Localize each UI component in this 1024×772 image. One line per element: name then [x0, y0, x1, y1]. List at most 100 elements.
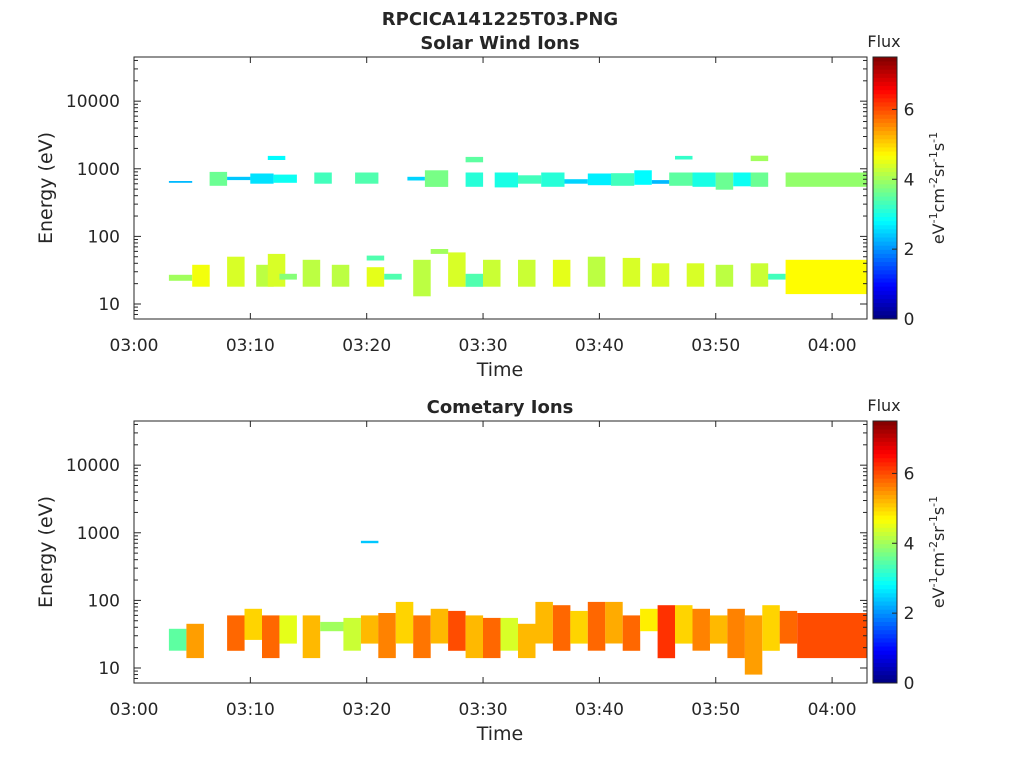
colorbar-segment: [873, 592, 897, 598]
flux-cell: [279, 273, 297, 280]
x-tick-label: 04:00: [808, 336, 857, 356]
flux-cell: [378, 613, 396, 659]
flux-cell: [483, 259, 501, 287]
colorbar-segment: [873, 453, 897, 459]
x-tick-label: 03:10: [226, 700, 275, 720]
flux-cell: [785, 172, 867, 187]
colorbar-segment: [873, 61, 897, 66]
colorbar-segment: [873, 527, 897, 532]
flux-cell: [424, 170, 449, 187]
x-tick-label: 03:20: [342, 700, 391, 720]
flux-cell: [587, 601, 606, 651]
colorbar-segment: [873, 650, 897, 655]
colorbar-segment: [873, 118, 897, 123]
flux-cell: [785, 259, 867, 295]
flux-cell: [302, 615, 321, 659]
colorbar-segment: [873, 282, 897, 287]
flux-cell: [250, 173, 274, 184]
y-tick-label: 10000: [66, 456, 120, 476]
colorbar-frame: [872, 420, 898, 684]
colorbar-segment: [873, 130, 897, 136]
colorbar-segment: [873, 523, 897, 528]
colorbar-segment: [873, 654, 897, 659]
flux-cell: [465, 273, 484, 287]
colorbar-segment: [873, 126, 897, 132]
colorbar-segment: [873, 89, 897, 95]
colorbar-segment: [873, 511, 897, 516]
colorbar-segment: [873, 584, 897, 590]
colorbar-segment: [873, 249, 897, 254]
flux-cell: [262, 615, 280, 659]
x-tick-label: 03:00: [110, 336, 159, 356]
colorbar-segment: [873, 73, 897, 78]
flux-cell: [320, 621, 344, 632]
flux-cell: [227, 256, 245, 287]
colorbar-segment: [873, 241, 897, 246]
flux-cell: [634, 170, 652, 185]
x-tick-label: 03:30: [459, 700, 508, 720]
flux-cell: [465, 615, 484, 659]
flux-cell: [209, 171, 228, 186]
flux-cell: [750, 172, 769, 187]
colorbar-segment: [873, 134, 897, 140]
colorbar-title: Flux: [867, 396, 900, 415]
flux-cell: [448, 252, 466, 287]
colorbar-segment: [873, 298, 897, 304]
flux-cell: [360, 540, 379, 544]
flux-cell: [279, 615, 297, 644]
colorbar-segment: [873, 494, 897, 500]
colorbar-segment: [873, 490, 897, 496]
colorbar-segment: [873, 646, 897, 651]
colorbar-segment: [873, 633, 897, 639]
flux-cell: [535, 601, 553, 644]
colorbar-segment: [873, 192, 897, 197]
flux-cell: [267, 155, 286, 160]
colorbar-segment: [873, 151, 897, 156]
colorbar-segment: [873, 482, 897, 487]
x-tick-label: 03:50: [691, 336, 740, 356]
axes: 03:00 03:10 03:20 03:30 03:40 03:50 04:00 10 100…: [66, 421, 867, 720]
colorbar-tick-label: 6: [904, 464, 915, 484]
colorbar-segment: [873, 678, 897, 684]
colorbar-segment: [873, 269, 897, 275]
colorbar-segment: [873, 159, 897, 164]
colorbar-segment: [873, 294, 897, 299]
figure-title: RPCICA141225T03.PNG: [382, 9, 618, 30]
colorbar-segment: [873, 519, 897, 524]
colorbar-segment: [873, 568, 897, 573]
colorbar-segment: [873, 580, 897, 586]
flux-cell: [314, 172, 332, 184]
colorbar-segment: [873, 138, 897, 144]
colorbar-segment: [873, 196, 897, 201]
flux-cell: [518, 175, 542, 184]
colorbar-segment: [873, 245, 897, 250]
flux-cell: [465, 156, 484, 163]
flux-cell: [564, 179, 588, 184]
x-tick-label: 03:10: [226, 336, 275, 356]
x-axis-label: Time: [476, 723, 524, 745]
colorbar-segment: [873, 183, 897, 189]
colorbar-segment: [873, 208, 897, 213]
flux-cell: [675, 605, 693, 644]
flux-cell: [744, 615, 763, 675]
y-tick-label: 1000: [77, 160, 120, 180]
flux-cell: [622, 257, 641, 287]
colorbar-segment: [873, 552, 897, 557]
colorbar-title: Flux: [867, 32, 900, 51]
flux-cell: [640, 608, 658, 632]
flux-cell: [657, 605, 676, 659]
plot-frame: [133, 420, 868, 684]
colorbar-segment: [873, 97, 897, 103]
colorbar-units: eV-1cm-2sr-1s-1: [927, 496, 948, 608]
colorbar-segment: [873, 142, 897, 148]
colorbar-segment: [873, 220, 897, 226]
colorbar-segment: [873, 597, 897, 602]
colorbar-segment: [873, 228, 897, 234]
flux-cell: [692, 172, 716, 187]
flux-cell: [587, 256, 606, 287]
colorbar-segment: [873, 588, 897, 594]
colorbar-segment: [873, 576, 897, 582]
colorbar-segment: [873, 642, 897, 647]
colorbar-tick-label: 4: [904, 534, 915, 554]
flux-cell: [366, 267, 385, 287]
